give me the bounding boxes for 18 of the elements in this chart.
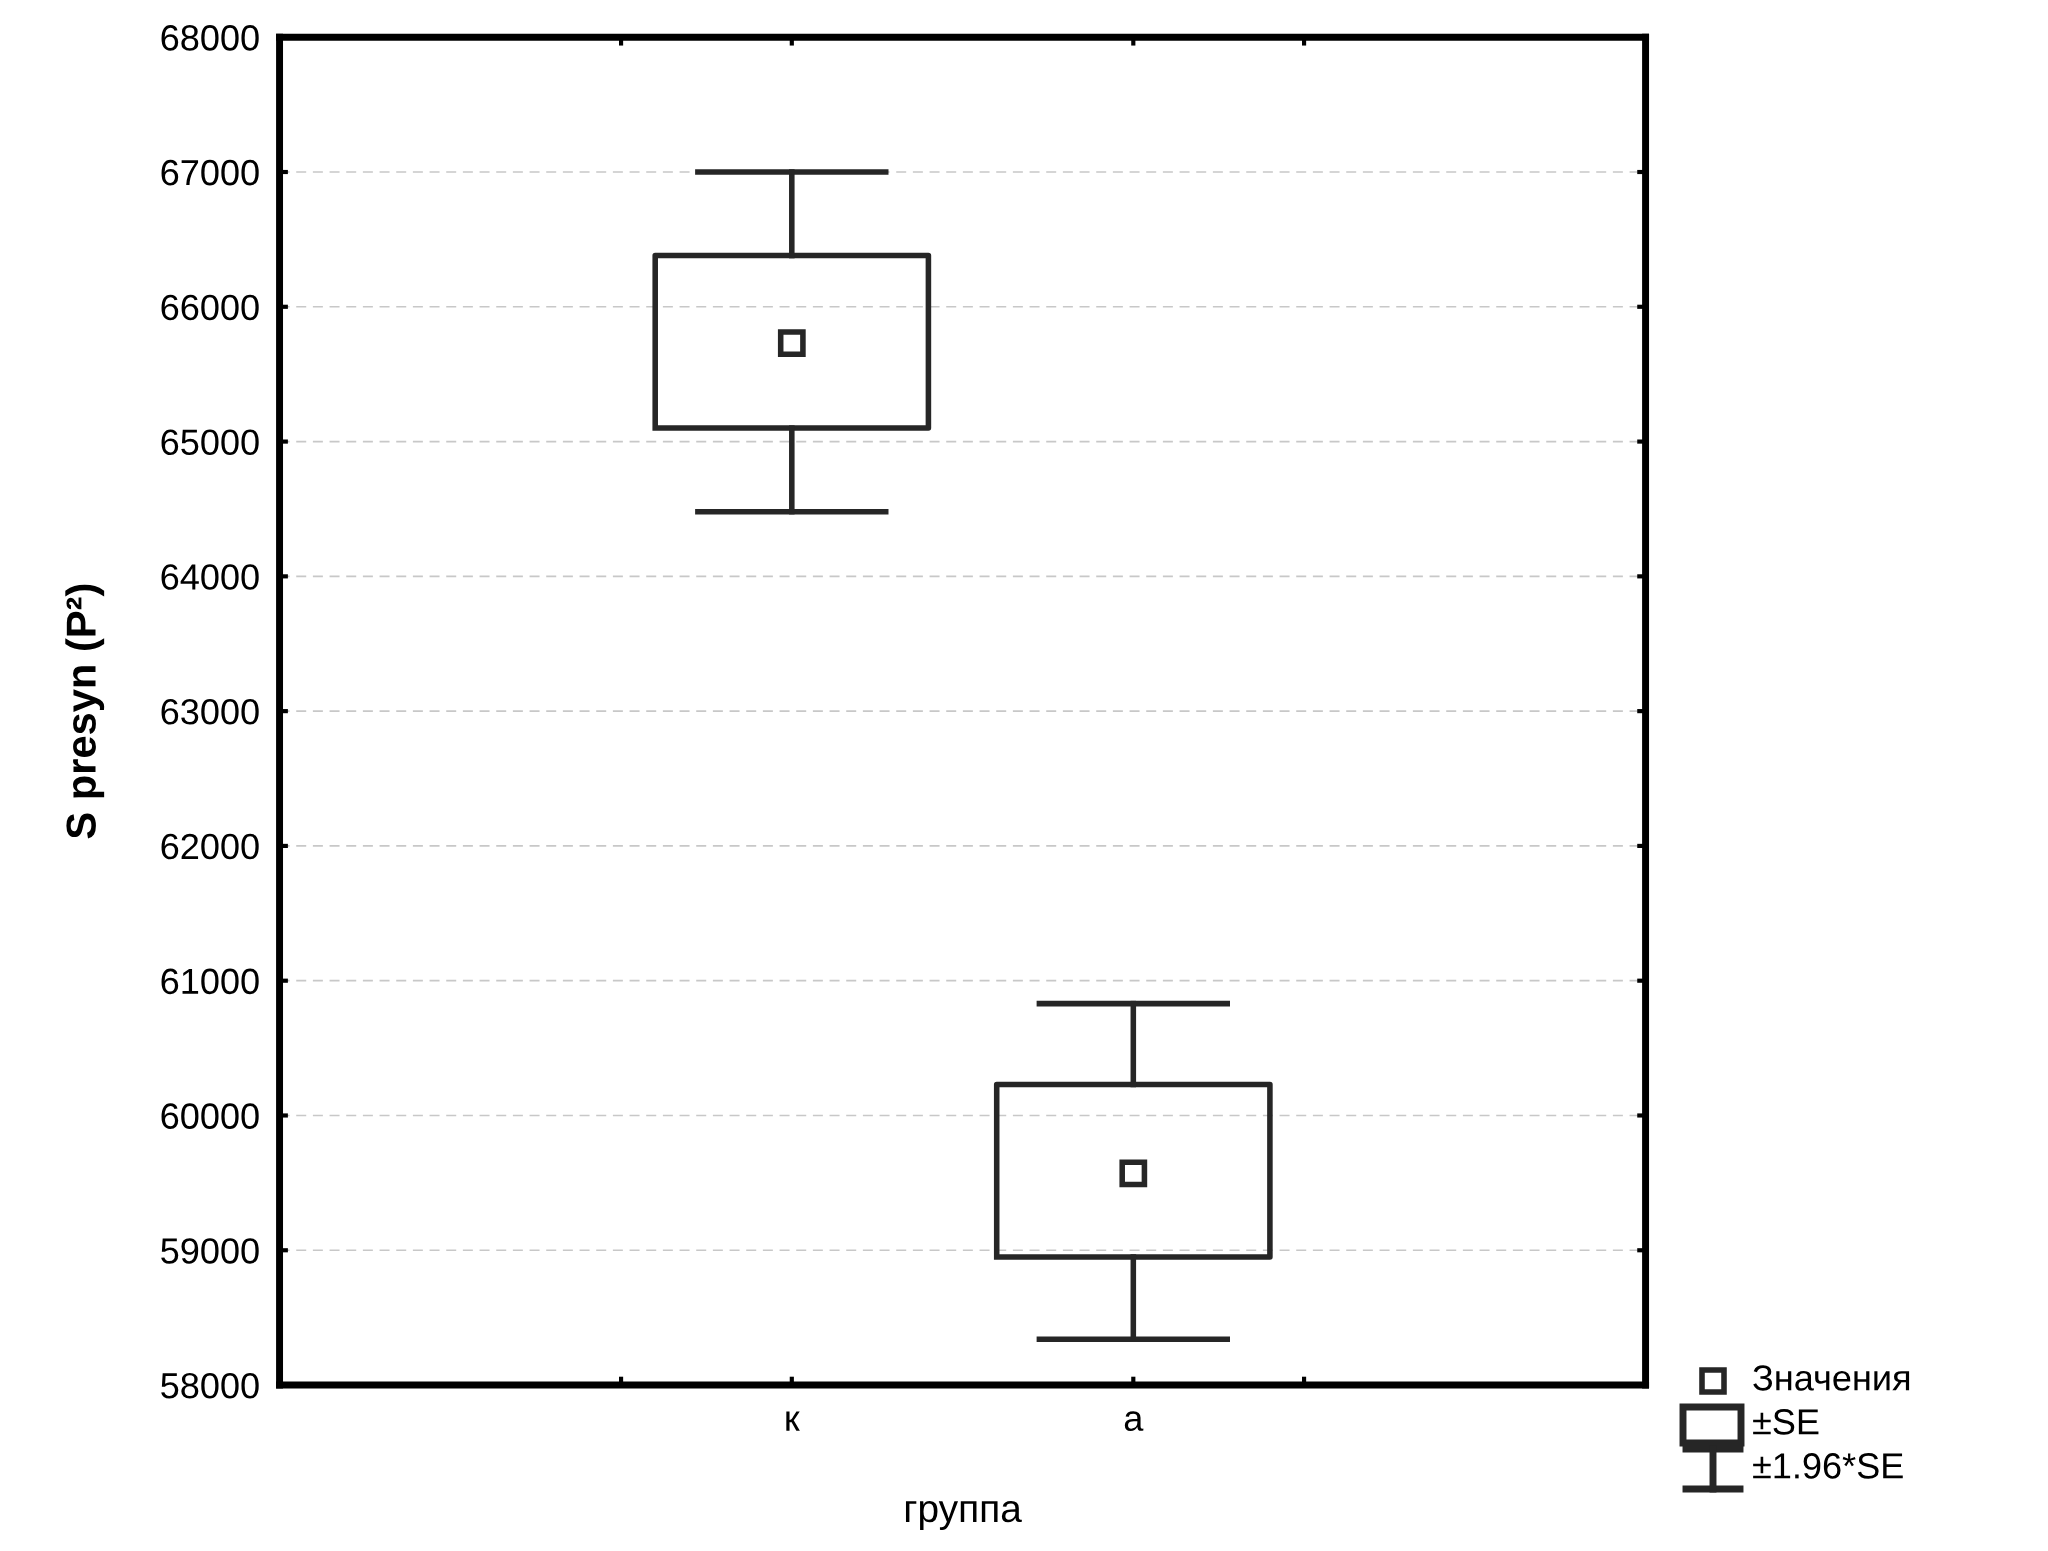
x-tick-label: к (786, 1411, 800, 1431)
y-tick-label: 65000 (161, 429, 259, 456)
y-tick-label: 58000 (161, 1372, 259, 1399)
y-tick-label: 61000 (161, 968, 259, 995)
y-tick-label: 64000 (161, 564, 259, 590)
text: ±SE (1753, 1409, 1819, 1435)
y-tick-label: 63000 (161, 699, 259, 725)
y-axis-title: S presyn (P²) (65, 584, 105, 839)
y-tick-label: 67000 (161, 159, 259, 186)
y-tick-label: 66000 (161, 294, 259, 321)
x-tick-label: а (1124, 1411, 1144, 1432)
text: ±1.96*SE (1753, 1453, 1903, 1479)
y-tick-label: 60000 (161, 1103, 259, 1129)
y-tick-label: 62000 (161, 833, 259, 860)
y-tick-label: 68000 (161, 25, 259, 51)
x-axis-title: группа (905, 1500, 1022, 1530)
y-tick-label: 59000 (161, 1238, 259, 1264)
text: Значения (1753, 1365, 1910, 1391)
